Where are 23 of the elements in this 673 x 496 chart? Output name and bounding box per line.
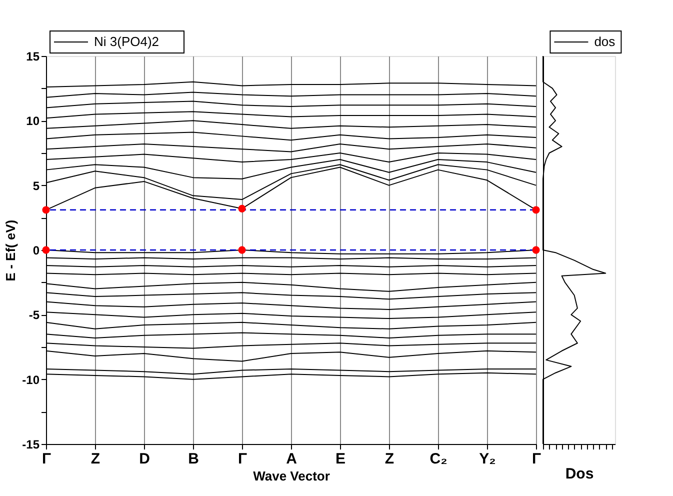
x-tick-label: E bbox=[335, 450, 346, 468]
legend-label: dos bbox=[594, 34, 616, 49]
x-axis-title: Dos bbox=[565, 466, 594, 482]
y-tick-label: 5 bbox=[32, 178, 40, 193]
x-tick-label: A bbox=[286, 450, 298, 468]
x-tick-label: C₂ bbox=[430, 450, 448, 468]
y-tick-label: -15 bbox=[22, 438, 40, 452]
y-tick-label: 10 bbox=[26, 114, 40, 128]
x-tick-label: Z bbox=[384, 450, 394, 468]
x-axis-title: Wave Vector bbox=[253, 468, 330, 484]
x-tick-label: Γ bbox=[238, 450, 248, 468]
x-tick-label: D bbox=[139, 450, 150, 468]
y-tick-label: 15 bbox=[26, 50, 40, 64]
y-tick-label: 0 bbox=[32, 244, 40, 258]
y-tick-label: -10 bbox=[22, 372, 40, 387]
x-tick-label: Z bbox=[90, 450, 100, 468]
x-tick-label: Γ bbox=[532, 450, 542, 468]
x-tick-label: B bbox=[188, 450, 200, 468]
x-tick-label: Y₂ bbox=[479, 450, 496, 468]
x-tick-label: Γ bbox=[42, 450, 52, 468]
y-tick-label: -5 bbox=[28, 308, 40, 322]
legend-label: Ni 3(PO4)2 bbox=[94, 34, 160, 49]
y-axis-title: E - Ef( eV) bbox=[3, 220, 18, 282]
